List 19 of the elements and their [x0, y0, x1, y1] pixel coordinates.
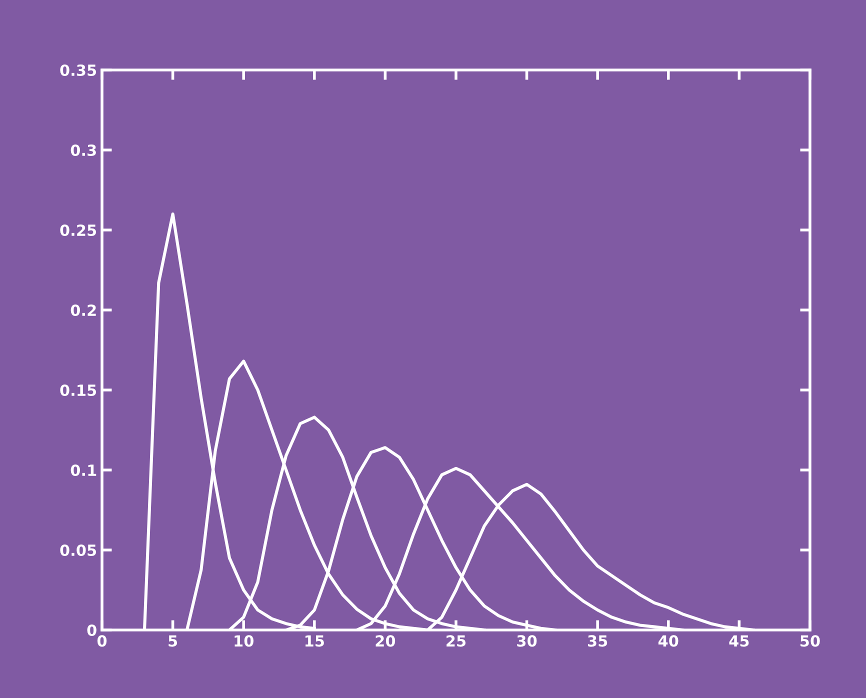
y-tick-label: 0.1	[70, 464, 96, 476]
y-tick-label: 0.05	[60, 544, 96, 556]
x-tick-label: 10	[234, 635, 254, 647]
y-tick-label: 0.25	[60, 224, 96, 236]
x-tick-label: 50	[800, 635, 820, 647]
x-tick-label: 5	[168, 635, 178, 647]
x-tick-label: 20	[376, 635, 396, 647]
x-tick-label: 45	[729, 635, 749, 647]
x-tick-label: 30	[517, 635, 537, 647]
x-tick-label: 35	[588, 635, 608, 647]
y-tick-label: 0.15	[60, 384, 96, 396]
x-tick-label: 15	[305, 635, 324, 647]
y-tick-label: 0.35	[60, 64, 96, 76]
y-tick-label: 0.2	[70, 304, 96, 316]
x-tick-label: 40	[658, 635, 678, 647]
x-tick-label: 0	[97, 635, 107, 647]
x-tick-label: 25	[446, 635, 466, 647]
y-tick-label: 0.3	[70, 144, 96, 156]
y-tick-label: 0	[87, 624, 96, 636]
